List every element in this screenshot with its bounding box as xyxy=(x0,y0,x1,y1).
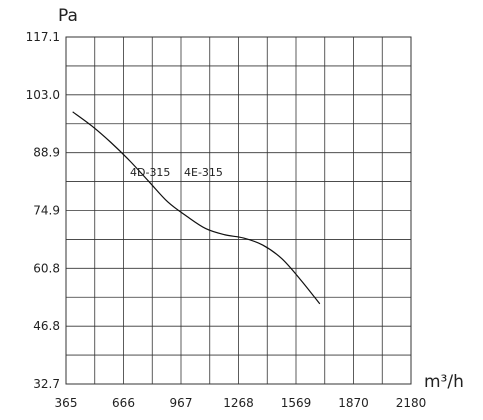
y-tick-label: 46.8 xyxy=(33,319,60,333)
series-label-4d-315: 4D-315 xyxy=(130,166,170,179)
y-tick-label: 117.1 xyxy=(26,30,60,44)
x-tick-label: 365 xyxy=(55,396,78,410)
x-tick-label: 967 xyxy=(170,396,193,410)
x-tick-label: 2180 xyxy=(396,396,427,410)
series-label-4e-315: 4E-315 xyxy=(184,166,223,179)
y-tick-label: 74.9 xyxy=(33,204,60,218)
y-tick-label: 32.7 xyxy=(33,377,60,391)
x-tick-label: 1870 xyxy=(338,396,369,410)
grid xyxy=(66,37,411,384)
plot-frame xyxy=(65,36,412,385)
y-axis-ticks: 117.1 103.0 88.9 74.9 60.8 46.8 32.7 xyxy=(26,30,60,391)
x-axis-unit: m³/h xyxy=(424,372,464,392)
x-axis-ticks: 365 666 967 1268 1569 1870 2180 xyxy=(55,396,427,410)
y-tick-label: 88.9 xyxy=(33,146,60,160)
y-tick-label: 103.0 xyxy=(26,88,60,102)
y-axis-unit: Pa xyxy=(58,6,78,26)
y-tick-label: 60.8 xyxy=(33,261,60,275)
series xyxy=(72,111,321,305)
x-tick-label: 1268 xyxy=(223,396,254,410)
x-tick-label: 666 xyxy=(112,396,135,410)
x-tick-label: 1569 xyxy=(281,396,312,410)
series-line xyxy=(72,111,321,305)
